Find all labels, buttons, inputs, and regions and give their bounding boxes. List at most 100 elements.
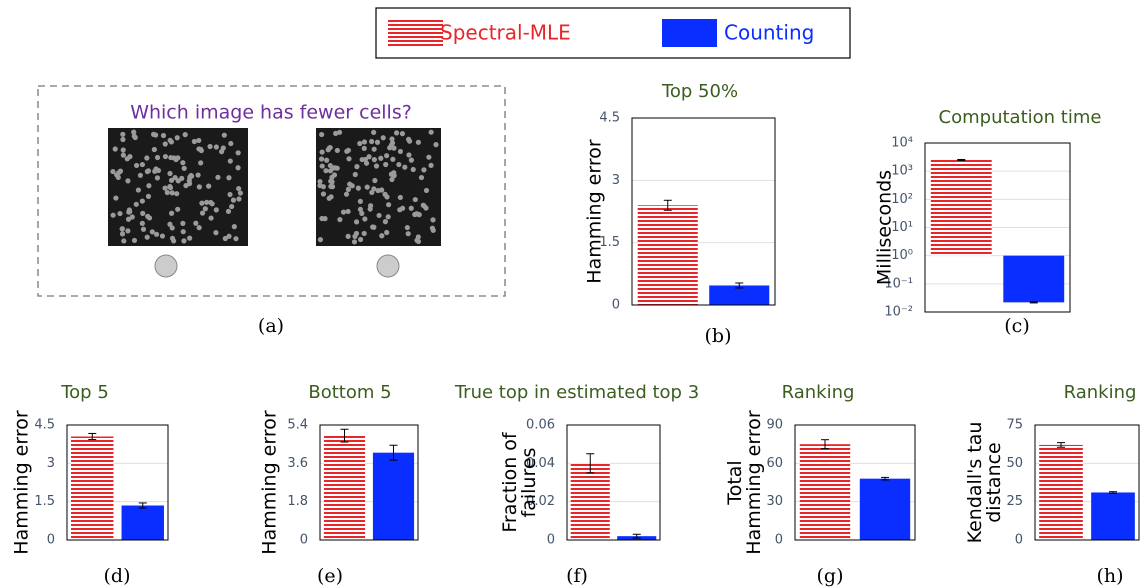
cell-dot — [324, 158, 329, 163]
cell-dot — [183, 132, 188, 137]
caption: (g) — [817, 565, 844, 587]
y-tick-label: 4.5 — [599, 111, 620, 126]
chart-title: Top 5 — [60, 382, 109, 403]
cell-dot — [398, 149, 403, 154]
cell-dot — [421, 203, 426, 208]
cell-dot — [383, 219, 388, 224]
cell-dot — [127, 154, 132, 159]
chart-title: Computation time — [939, 107, 1102, 128]
y-tick-label: 0.06 — [526, 418, 555, 433]
chart-title: Ranking — [782, 382, 855, 403]
radio-button[interactable] — [155, 255, 177, 277]
cell-dot — [174, 191, 179, 196]
bar — [638, 205, 698, 305]
y-axis-label: Hamming error — [11, 410, 33, 555]
cell-dot — [416, 234, 421, 239]
cell-dot — [319, 132, 324, 137]
cell-dot — [384, 153, 389, 158]
cell-dot — [374, 163, 379, 168]
cell-dot — [333, 165, 338, 170]
cell-dot — [406, 152, 411, 157]
bar — [1039, 445, 1083, 540]
cell-dot — [413, 197, 418, 202]
bar — [571, 463, 610, 540]
bar — [1091, 492, 1135, 540]
y-tick-label: 10⁴ — [891, 136, 913, 151]
cell-dot — [121, 238, 126, 243]
cell-dot — [161, 133, 166, 138]
cell-dot — [160, 233, 165, 238]
cell-dot — [150, 229, 155, 234]
cell-dot — [227, 192, 232, 197]
radio-button[interactable] — [377, 255, 399, 277]
cell-dot — [328, 179, 333, 184]
cell-dot — [375, 140, 380, 145]
cell-dot — [426, 155, 431, 160]
figure: Which image has fewer cells? (a) Spectra… — [0, 0, 1140, 588]
cell-dot — [405, 225, 410, 230]
y-tick-label: 60 — [766, 456, 783, 471]
cell-dot — [173, 157, 178, 162]
chart-title: Top 50% — [661, 81, 738, 102]
cell-dot — [362, 216, 367, 221]
y-axis-label: Hamming error — [584, 139, 606, 284]
cell-dot — [181, 229, 186, 234]
cell-dot — [327, 196, 332, 201]
cell-dot — [206, 184, 211, 189]
cell-dot — [386, 214, 391, 219]
chart-title: Ranking — [1064, 382, 1137, 403]
cell-dot — [181, 238, 186, 243]
bar — [860, 479, 910, 540]
cell-dot — [136, 187, 141, 192]
cell-dot — [187, 181, 192, 186]
cell-dot — [318, 237, 323, 242]
cell-dot — [153, 132, 158, 137]
cell-dot — [219, 149, 224, 154]
cell-dot — [235, 165, 240, 170]
bar — [324, 436, 365, 540]
cell-dot — [113, 146, 118, 151]
cell-dot — [152, 147, 157, 152]
cell-dot — [431, 228, 436, 233]
cell-dot — [140, 221, 145, 226]
cell-dot — [197, 225, 202, 230]
cell-dot — [398, 195, 403, 200]
cell-dot — [228, 141, 233, 146]
cell-dot — [320, 149, 325, 154]
cell-dot — [182, 166, 187, 171]
cell-dot — [169, 211, 174, 216]
cell-dot — [138, 173, 143, 178]
cell-dot — [200, 210, 205, 215]
cell-dot — [346, 187, 351, 192]
chart-title: Bottom 5 — [308, 382, 391, 403]
cell-dot — [362, 231, 367, 236]
caption: (a) — [258, 315, 284, 337]
cell-dot — [421, 167, 426, 172]
y-tick-label: 5.4 — [287, 418, 308, 433]
cell-dot — [215, 175, 220, 180]
cell-dot — [396, 162, 401, 167]
cell-dot — [328, 184, 333, 189]
cell-dot — [180, 160, 185, 165]
y-tick-label: 90 — [766, 418, 783, 433]
cell-dot — [319, 156, 324, 161]
cell-dot — [170, 225, 175, 230]
cell-dot — [199, 148, 204, 153]
cell-dot — [188, 173, 193, 178]
cell-dot — [134, 163, 139, 168]
cell-dot — [386, 202, 391, 207]
y-axis-label: distance — [983, 442, 1005, 523]
cell-dot — [175, 135, 180, 140]
cell-dot — [144, 155, 149, 160]
cell-dot — [198, 160, 203, 165]
cell-dot — [372, 157, 377, 162]
cell-dot — [389, 136, 394, 141]
y-tick-label: 1.8 — [287, 494, 308, 509]
cell-dot — [409, 206, 414, 211]
cell-dot — [333, 131, 338, 136]
cell-dot — [321, 184, 326, 189]
cell-dot — [371, 130, 376, 135]
bar — [800, 444, 850, 540]
cell-dot — [409, 158, 414, 163]
cell-dot — [193, 221, 198, 226]
